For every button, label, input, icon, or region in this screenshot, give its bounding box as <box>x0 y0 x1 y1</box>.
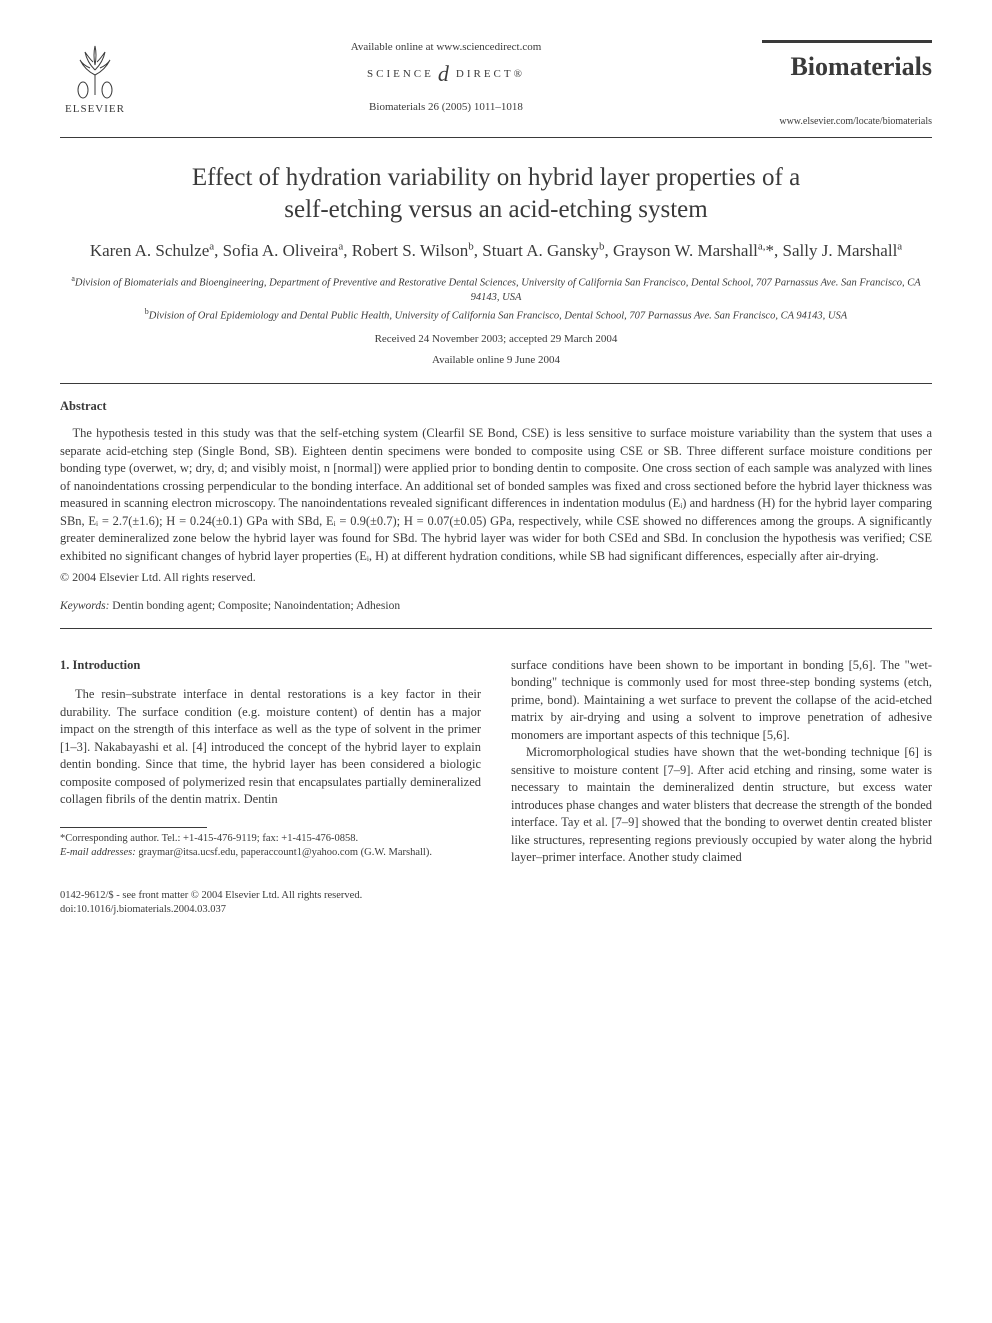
sd-pre: SCIENCE <box>367 67 434 82</box>
footer-line-1: 0142-9612/$ - see front matter © 2004 El… <box>60 890 362 901</box>
left-column: 1. Introduction The resin–substrate inte… <box>60 657 481 867</box>
page-header: ELSEVIER Available online at www.science… <box>60 40 932 129</box>
affiliation-b: Division of Oral Epidemiology and Dental… <box>149 310 847 321</box>
keywords-label: Keywords: <box>60 600 109 612</box>
ref-link-7-9b[interactable]: [7–9] <box>611 815 638 829</box>
intro-p1-pre: The resin–substrate interface in dental … <box>60 687 481 736</box>
c2-p1-pre: surface conditions have been shown to be… <box>511 658 849 672</box>
abstract-copyright: © 2004 Elsevier Ltd. All rights reserved… <box>60 569 932 586</box>
title-line-1: Effect of hydration variability on hybri… <box>192 164 800 191</box>
elsevier-tree-icon <box>65 40 125 100</box>
received-accepted-dates: Received 24 November 2003; accepted 29 M… <box>60 332 932 347</box>
sd-post: DIRECT® <box>456 67 525 82</box>
abstract-heading: Abstract <box>60 398 932 416</box>
c2-p2-pre: Micromorphological studies have shown th… <box>526 745 904 759</box>
journal-title: Biomaterials <box>762 49 932 85</box>
authors: Karen A. Schulzea, Sofia A. Oliveiraa, R… <box>60 239 932 263</box>
c2-p1-end: . <box>787 728 790 742</box>
journal-reference: Biomaterials 26 (2005) 1011–1018 <box>130 100 762 115</box>
abstract-body: The hypothesis tested in this study was … <box>60 425 932 565</box>
title-line-2: self-etching versus an acid-etching syst… <box>284 196 707 223</box>
keywords-text: Dentin bonding agent; Composite; Nanoind… <box>112 600 400 612</box>
ref-link-7-9a[interactable]: [7–9] <box>663 763 690 777</box>
center-header: Available online at www.sciencedirect.co… <box>130 40 762 116</box>
available-online-date: Available online 9 June 2004 <box>60 353 932 368</box>
journal-url: www.elsevier.com/locate/biomaterials <box>762 115 932 129</box>
email-addresses: graymar@itsa.ucsf.edu, paperaccount1@yah… <box>138 847 432 858</box>
page-footer: 0142-9612/$ - see front matter © 2004 El… <box>60 889 932 916</box>
intro-heading: 1. Introduction <box>60 657 481 675</box>
elsevier-label: ELSEVIER <box>65 102 125 117</box>
footer-line-2: doi:10.1016/j.biomaterials.2004.03.037 <box>60 904 226 915</box>
available-online-text: Available online at www.sciencedirect.co… <box>130 40 762 55</box>
header-rule <box>60 137 932 138</box>
footnote-separator <box>60 827 207 828</box>
ref-link-1-3[interactable]: [1–3] <box>60 740 87 754</box>
journal-title-box: Biomaterials <box>762 40 932 85</box>
intro-para-2: Micromorphological studies have shown th… <box>511 744 932 867</box>
affiliation-a: Division of Biomaterials and Bioengineer… <box>75 277 921 303</box>
intro-p1-mid1: . Nakabayashi et al. <box>87 740 192 754</box>
pre-abstract-rule <box>60 383 932 384</box>
right-header: Biomaterials www.elsevier.com/locate/bio… <box>762 40 932 129</box>
elsevier-logo: ELSEVIER <box>60 40 130 117</box>
email-label: E-mail addresses: <box>60 847 136 858</box>
corresponding-footnote: *Corresponding author. Tel.: +1-415-476-… <box>60 832 481 846</box>
body-columns: 1. Introduction The resin–substrate inte… <box>60 657 932 867</box>
intro-para-1-cont: surface conditions have been shown to be… <box>511 657 932 745</box>
post-abstract-rule <box>60 628 932 629</box>
sd-at-icon: d <box>438 59 452 90</box>
email-footnote: E-mail addresses: graymar@itsa.ucsf.edu,… <box>60 846 481 860</box>
affiliations: aDivision of Biomaterials and Bioenginee… <box>60 273 932 324</box>
ref-link-5-6b[interactable]: [5,6] <box>763 728 787 742</box>
intro-para-1: The resin–substrate interface in dental … <box>60 686 481 809</box>
right-column: surface conditions have been shown to be… <box>511 657 932 867</box>
ref-link-6[interactable]: [6] <box>904 745 919 759</box>
ref-link-4[interactable]: [4] <box>192 740 207 754</box>
article-title: Effect of hydration variability on hybri… <box>60 162 932 225</box>
ref-link-5-6a[interactable]: [5,6] <box>849 658 873 672</box>
sciencedirect-logo: SCIENCE d DIRECT® <box>130 59 762 90</box>
abstract-text: The hypothesis tested in this study was … <box>60 426 932 563</box>
keywords-line: Keywords: Dentin bonding agent; Composit… <box>60 598 932 614</box>
